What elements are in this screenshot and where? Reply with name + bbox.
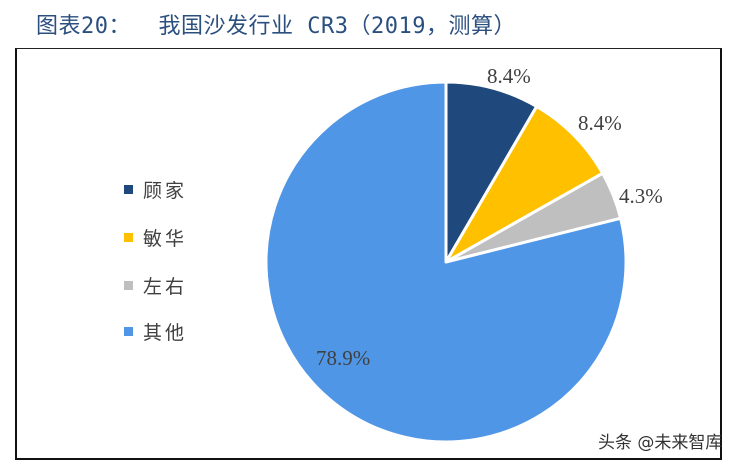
legend-swatch-zuoyou [124, 281, 133, 290]
data-label-gujia: 8.4% [487, 64, 531, 88]
chart-frame [15, 48, 722, 460]
legend-item-minhua: 敏华 [124, 224, 187, 251]
pie-slices [264, 80, 628, 444]
legend-swatch-minhua [124, 233, 133, 242]
legend-item-gujia: 顾家 [124, 176, 187, 203]
watermark: 头条 @未来智库 [598, 433, 723, 453]
legend-swatch-other [124, 327, 133, 336]
legend-label: 左右 [143, 276, 188, 298]
legend-label: 顾家 [143, 180, 188, 202]
data-label-minhua: 8.4% [578, 111, 622, 135]
legend-label: 其他 [143, 322, 188, 344]
legend-item-other: 其他 [124, 318, 187, 345]
data-label-zuoyou: 4.3% [619, 184, 663, 208]
legend-item-zuoyou: 左右 [124, 272, 187, 299]
pie-slice-minhua [444, 104, 605, 264]
data-label-other: 78.9% [316, 346, 371, 370]
legend-swatch-gujia [124, 185, 133, 194]
chart-title: 图表20： 我国沙发行业 CR3（2019，测算） [36, 14, 516, 39]
pie-slice-other [264, 80, 628, 444]
pie-slice-gujia [444, 80, 539, 264]
legend-label: 敏华 [143, 228, 188, 250]
